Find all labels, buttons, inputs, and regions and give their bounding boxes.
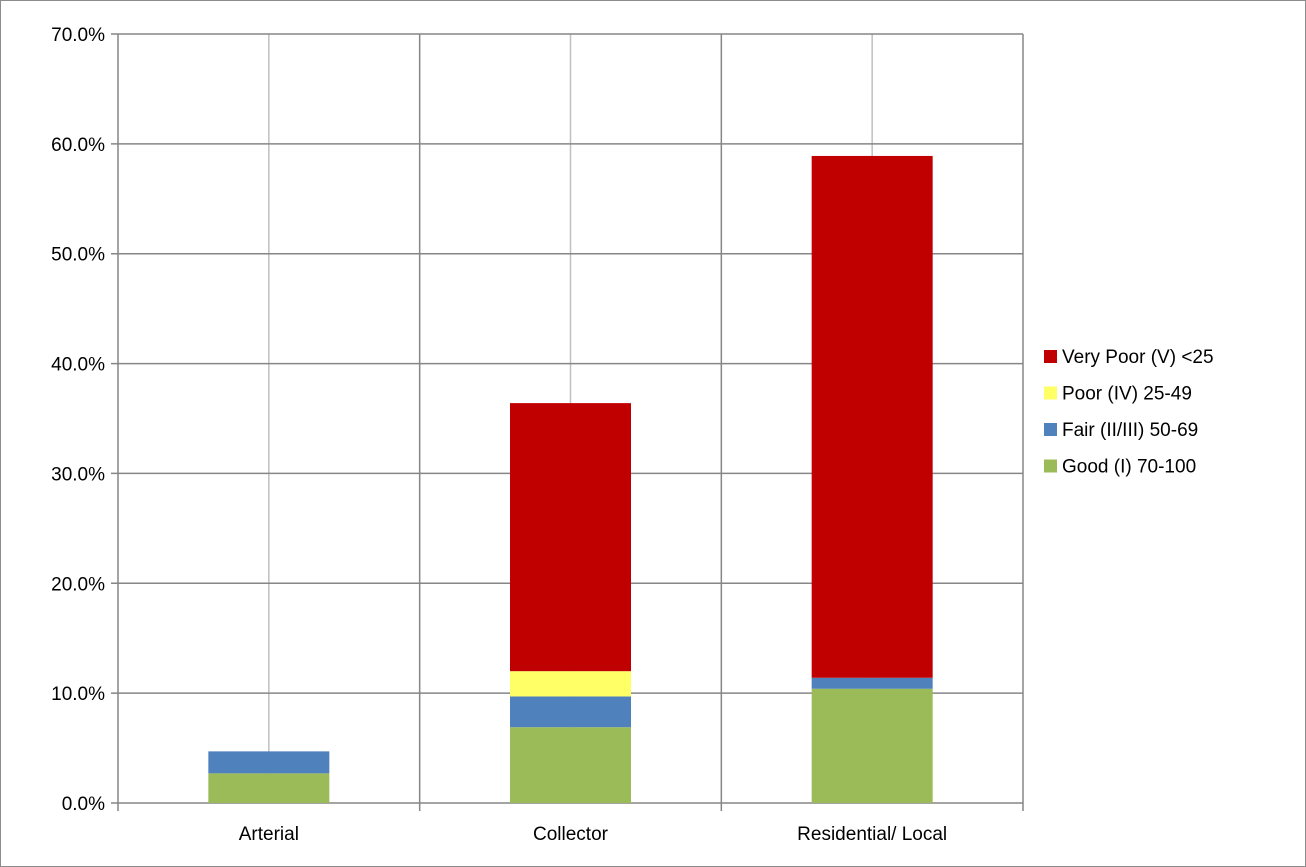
bar-segment (510, 403, 631, 672)
y-tick-label: 20.0% (51, 574, 105, 595)
x-tick-label: Arterial (239, 824, 299, 845)
bars (208, 155, 933, 803)
y-tick-label: 30.0% (51, 464, 105, 485)
bar-segment (510, 727, 631, 803)
bar-segment (811, 155, 933, 678)
legend-label: Fair (II/III) 50-69 (1062, 420, 1198, 441)
legend-swatch (1044, 459, 1057, 473)
bar-segment (510, 696, 631, 728)
x-tick-label: Collector (533, 824, 609, 845)
y-tick-label: 40.0% (51, 355, 105, 376)
legend-swatch (1044, 350, 1057, 363)
y-tick-label: 0.0% (62, 794, 105, 815)
bar-segment (208, 751, 330, 774)
legend-label: Poor (IV) 25-49 (1062, 384, 1192, 405)
y-tick-label: 70.0% (51, 25, 105, 46)
legend: Very Poor (V) <25 Poor (IV) 25-49 Fair (II… (1044, 347, 1214, 478)
bar-segment (510, 671, 631, 697)
x-tick-label: Residential/ Local (797, 824, 947, 845)
bar-segment (811, 688, 933, 803)
legend-swatch (1044, 423, 1057, 436)
legend-label: Very Poor (V) <25 (1062, 347, 1214, 368)
legend-swatch (1044, 386, 1057, 400)
y-tick-label: 50.0% (51, 245, 105, 266)
axes: 0.0% 10.0% 20.0% 30.0% 40.0% 50.0% 60.0% 70.0% A… (51, 25, 947, 845)
bar-segment (811, 677, 933, 689)
bar-segment (208, 773, 330, 803)
legend-label: Good (I) 70-100 (1062, 457, 1196, 478)
y-tick-label: 10.0% (51, 684, 105, 705)
y-tick-label: 60.0% (51, 135, 105, 156)
